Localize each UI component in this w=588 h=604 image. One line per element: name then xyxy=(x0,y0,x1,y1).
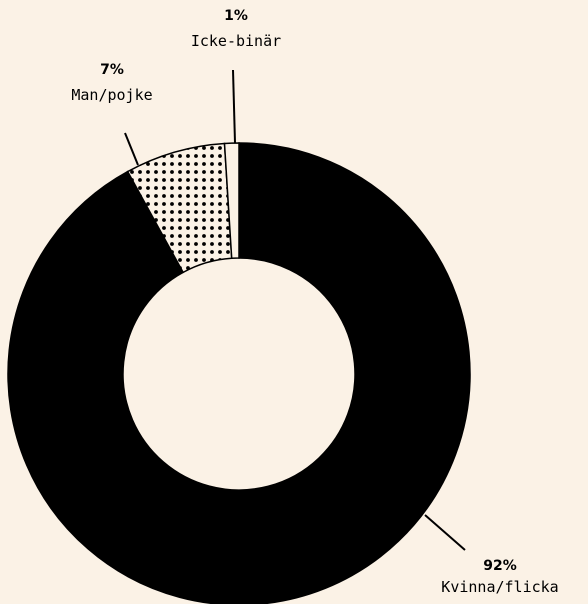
category-label: Icke-binär xyxy=(191,32,281,50)
value-label: 92% xyxy=(483,558,517,574)
leader-line xyxy=(124,132,139,166)
value-label: 1% xyxy=(224,8,248,24)
donut-segment xyxy=(7,142,471,604)
leader-line xyxy=(424,514,466,551)
leader-line xyxy=(232,69,236,144)
donut-segment xyxy=(223,142,240,260)
category-label: Kvinna/flicka xyxy=(441,578,558,596)
category-label: Man/pojke xyxy=(71,86,152,104)
value-label: 7% xyxy=(100,62,124,78)
